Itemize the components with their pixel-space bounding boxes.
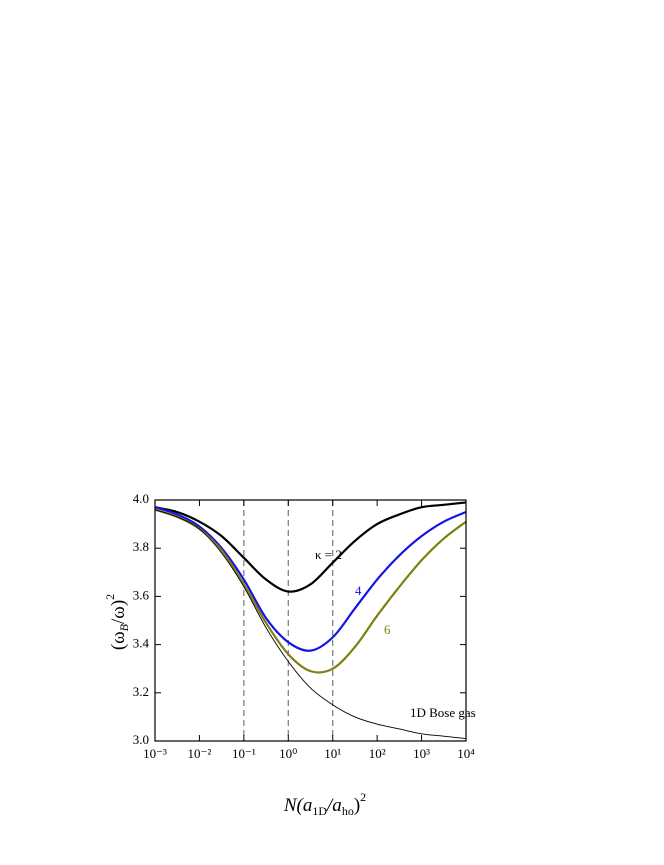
series-label: 4 bbox=[355, 583, 362, 598]
y-label-part: 2 bbox=[103, 594, 117, 600]
series-line bbox=[154, 509, 467, 740]
y-label-part: B bbox=[117, 623, 131, 631]
x-axis-label: N(a1D/aho)2 bbox=[283, 790, 366, 818]
x-tick-label: 10¹ bbox=[324, 746, 341, 761]
x-tick-label: 10⁻¹ bbox=[232, 746, 256, 761]
series-line bbox=[154, 501, 467, 593]
series-label: 6 bbox=[384, 622, 391, 637]
y-tick-label: 3.8 bbox=[133, 539, 149, 554]
series-label: 1D Bose gas bbox=[410, 705, 476, 720]
y-tick-label: 3.4 bbox=[133, 636, 150, 651]
x-label-part: ) bbox=[354, 795, 360, 816]
series-line bbox=[154, 508, 467, 674]
x-tick-label: 10⁴ bbox=[457, 746, 475, 761]
x-label-part: N(a bbox=[283, 795, 313, 816]
y-tick-label: 4.0 bbox=[133, 491, 149, 506]
y-tick-label: 3.0 bbox=[133, 732, 149, 747]
x-tick-label: 10⁻³ bbox=[143, 746, 167, 761]
y-tick-label: 3.2 bbox=[133, 684, 149, 699]
y-label-part: (ω bbox=[108, 631, 129, 650]
x-tick-label: 10² bbox=[369, 746, 386, 761]
x-tick-label: 10⁻² bbox=[188, 746, 212, 761]
series-line bbox=[154, 506, 467, 652]
x-label-part: ho bbox=[342, 804, 354, 818]
x-label-part: 1D bbox=[312, 804, 327, 818]
x-label-part: /a bbox=[326, 795, 342, 816]
x-tick-label: 10³ bbox=[413, 746, 430, 761]
y-label-part: /ω) bbox=[108, 600, 129, 624]
plot-frame bbox=[154, 499, 467, 742]
y-axis-label: (ωB/ω)2 bbox=[103, 594, 131, 650]
x-label-part: 2 bbox=[360, 790, 366, 804]
series-label: κ = 2 bbox=[315, 547, 342, 562]
y-tick-label: 3.6 bbox=[133, 587, 150, 602]
x-tick-label: 10⁰ bbox=[279, 746, 297, 761]
